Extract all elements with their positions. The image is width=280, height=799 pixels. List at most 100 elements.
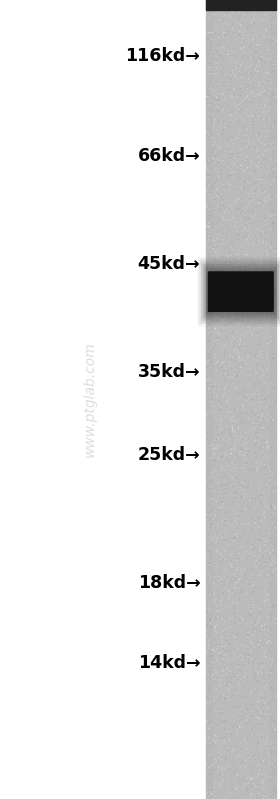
- Point: [233, 528, 237, 541]
- Point: [209, 522, 214, 535]
- Point: [261, 789, 266, 799]
- Point: [222, 662, 227, 675]
- Point: [210, 533, 215, 546]
- Point: [268, 708, 273, 721]
- Point: [249, 531, 254, 543]
- Point: [243, 21, 247, 34]
- Point: [225, 290, 230, 303]
- Point: [246, 412, 251, 425]
- Point: [259, 665, 263, 678]
- Point: [249, 670, 253, 683]
- Point: [223, 207, 227, 220]
- Point: [255, 285, 260, 298]
- Point: [204, 191, 209, 204]
- Point: [229, 252, 234, 265]
- Point: [231, 148, 236, 161]
- Point: [227, 631, 231, 644]
- Point: [266, 619, 270, 632]
- Point: [246, 657, 251, 670]
- Point: [223, 308, 227, 320]
- Point: [254, 0, 258, 7]
- Point: [211, 152, 215, 165]
- Point: [241, 370, 245, 383]
- Point: [269, 82, 273, 95]
- Point: [250, 492, 255, 505]
- Point: [218, 225, 223, 237]
- Point: [235, 419, 240, 432]
- Point: [260, 445, 265, 458]
- Point: [250, 178, 254, 191]
- Point: [228, 109, 232, 121]
- Point: [250, 113, 255, 125]
- Point: [262, 708, 266, 721]
- Point: [222, 9, 227, 22]
- Point: [256, 388, 260, 400]
- Point: [238, 462, 242, 475]
- Point: [241, 773, 246, 786]
- Point: [209, 503, 213, 516]
- Point: [246, 716, 250, 729]
- Point: [235, 627, 240, 640]
- Point: [253, 364, 258, 377]
- Point: [259, 325, 264, 338]
- Point: [239, 89, 243, 102]
- Point: [218, 548, 223, 561]
- Point: [266, 172, 271, 185]
- Point: [220, 8, 225, 21]
- Point: [229, 236, 233, 248]
- Point: [205, 153, 209, 165]
- Point: [234, 381, 238, 394]
- Point: [228, 744, 232, 757]
- Point: [272, 185, 276, 198]
- Point: [261, 296, 265, 308]
- Point: [239, 690, 244, 703]
- Point: [216, 50, 221, 62]
- Point: [267, 297, 271, 310]
- Point: [261, 618, 265, 631]
- Point: [225, 605, 230, 618]
- Point: [247, 371, 252, 384]
- Point: [264, 316, 268, 328]
- Point: [214, 396, 218, 409]
- Point: [255, 38, 260, 51]
- Point: [230, 299, 234, 312]
- Point: [251, 655, 256, 668]
- Point: [238, 605, 242, 618]
- Point: [271, 554, 276, 566]
- Point: [248, 689, 252, 702]
- Point: [266, 34, 271, 46]
- Point: [236, 508, 241, 521]
- Point: [218, 213, 222, 226]
- Point: [235, 597, 240, 610]
- Point: [263, 631, 268, 644]
- Point: [229, 92, 234, 105]
- Point: [214, 717, 218, 729]
- Point: [258, 718, 263, 730]
- Point: [240, 205, 245, 218]
- Point: [256, 55, 260, 68]
- Point: [241, 189, 245, 202]
- Point: [258, 272, 263, 285]
- Point: [221, 402, 225, 415]
- Point: [271, 352, 276, 364]
- Point: [220, 236, 225, 248]
- Point: [265, 441, 270, 454]
- Point: [204, 348, 209, 360]
- Point: [242, 733, 247, 745]
- Point: [264, 189, 268, 201]
- Point: [236, 147, 241, 160]
- Point: [263, 736, 268, 749]
- Point: [204, 690, 209, 703]
- Point: [232, 152, 237, 165]
- Point: [267, 26, 271, 38]
- Point: [238, 442, 242, 455]
- Point: [255, 510, 259, 523]
- Point: [204, 733, 209, 745]
- Point: [241, 415, 245, 427]
- Point: [215, 526, 219, 539]
- Point: [259, 230, 263, 243]
- Point: [266, 615, 270, 628]
- Point: [238, 82, 243, 95]
- Point: [263, 74, 267, 86]
- Point: [216, 201, 221, 214]
